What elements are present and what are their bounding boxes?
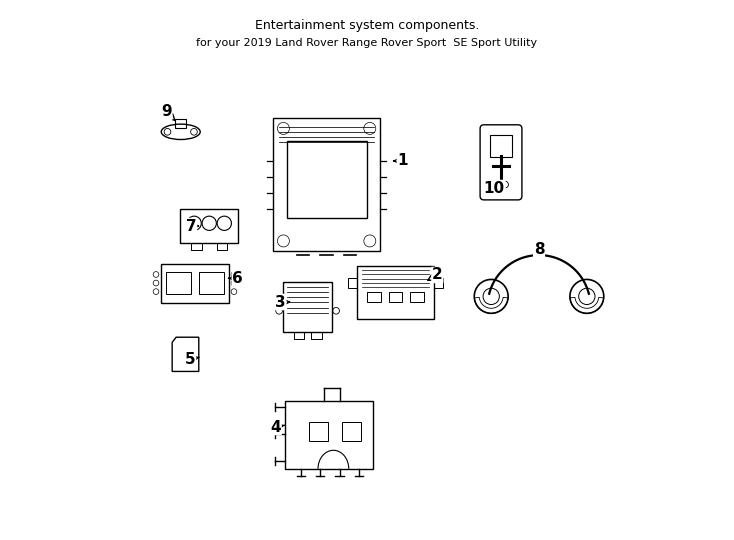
- Text: 10: 10: [484, 180, 505, 195]
- Text: for your 2019 Land Rover Range Rover Sport  SE Sport Utility: for your 2019 Land Rover Range Rover Spo…: [197, 38, 537, 48]
- Text: 2: 2: [428, 267, 443, 282]
- Text: 1: 1: [393, 153, 408, 168]
- Text: 7: 7: [186, 219, 198, 233]
- Text: 5: 5: [185, 352, 199, 367]
- Text: 6: 6: [229, 271, 243, 286]
- Text: Entertainment system components.: Entertainment system components.: [255, 19, 479, 32]
- Polygon shape: [286, 141, 367, 218]
- Text: 8: 8: [534, 242, 545, 257]
- Text: 3: 3: [275, 294, 290, 309]
- Text: 9: 9: [161, 104, 175, 120]
- Text: 4: 4: [270, 420, 285, 435]
